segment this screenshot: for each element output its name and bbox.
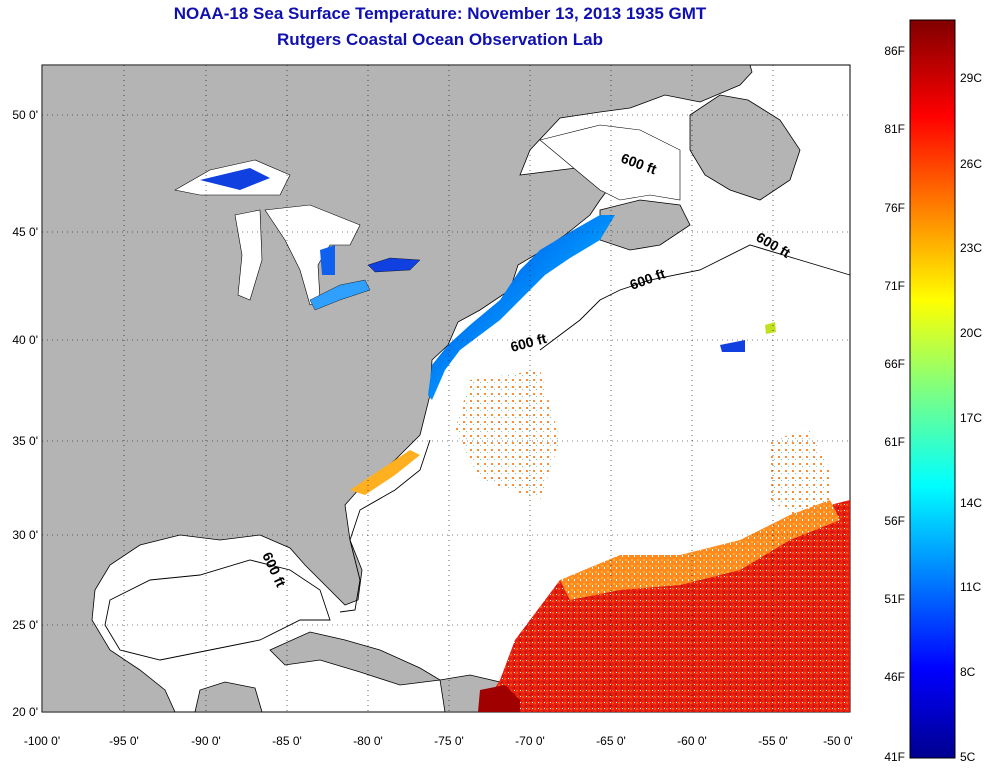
colorbar-f-label: 71F [884,279,905,293]
colorbar-c-label: 11C [960,580,981,594]
map-subtitle: Rutgers Coastal Ocean Observation Lab [277,30,603,49]
lake-huron [264,204,361,306]
lon-label: -65 0' [596,734,626,748]
longitude-axis: -100 0' -95 0' -90 0' -85 0' -80 0' -75 … [24,734,853,748]
lon-label: -100 0' [24,734,60,748]
colorbar-f-label: 86F [884,44,905,58]
colorbar-f-label: 41F [884,750,905,764]
lat-label: 30 0' [12,528,38,542]
colorbar-c-label: 26C [960,157,982,171]
lat-label: 20 0' [12,705,38,719]
colorbar-c-label: 23C [960,241,982,255]
gulf-st-lawrence [539,124,681,201]
lon-label: -50 0' [823,734,853,748]
colorbar-f-label: 81F [884,122,905,136]
lon-label: -75 0' [434,734,464,748]
colorbar-c-label: 17C [960,411,982,425]
dark-red-sst-patch [478,685,520,712]
colorbar-fahrenheit-labels: 86F 81F 76F 71F 66F 61F 56F 51F 46F 41F [884,44,905,764]
lon-label: -85 0' [272,734,302,748]
colorbar-c-label: 14C [960,496,982,510]
colorbar-c-label: 20C [960,326,982,340]
lat-label: 45 0' [12,225,38,239]
lake-michigan [234,209,263,301]
orange-sst-region [560,500,840,600]
lon-label: -70 0' [515,734,545,748]
scattered-sst-east [770,430,830,520]
newfoundland-land [689,94,801,201]
colorbar-c-label: 5C [960,750,976,764]
colorbar-f-label: 46F [884,670,905,684]
colorbar-f-label: 76F [884,201,905,215]
lon-label: -80 0' [353,734,383,748]
colorbar-celsius-labels: 29C 26C 23C 20C 17C 14C 11C 8C 5C [960,71,982,764]
carolina-sst-band [350,450,420,495]
colorbar-f-label: 51F [884,592,905,606]
cold-sst-patch [720,340,745,352]
scattered-sst-gulfstream [455,370,560,500]
lat-label: 40 0' [12,333,38,347]
lon-label: -55 0' [758,734,788,748]
colorbar-c-label: 8C [960,665,976,679]
lake-ontario [367,257,421,273]
latitude-axis: 20 0' 25 0' 30 0' 35 0' 40 0' 45 0' 50 0… [12,108,38,719]
colorbar-f-label: 56F [884,514,905,528]
depth-contour-northeast [539,244,851,351]
nova-scotia-land [599,199,691,251]
lat-label: 50 0' [12,108,38,122]
lon-label: -60 0' [677,734,707,748]
lat-label: 25 0' [12,618,38,632]
colorbar-c-label: 29C [960,71,982,85]
lon-label: -90 0' [191,734,221,748]
yucatan-land [194,681,263,713]
depth-contour-southeast [339,439,431,613]
lon-label: -95 0' [109,734,139,748]
lat-label: 35 0' [12,434,38,448]
map-title: NOAA-18 Sea Surface Temperature: Novembe… [173,4,707,23]
depth-contour-gulf [104,559,331,661]
colorbar-f-label: 61F [884,435,905,449]
lake-huron-sst [320,245,335,275]
lake-erie [309,279,371,311]
temperature-colorbar [909,19,956,759]
colorbar-f-label: 66F [884,357,905,371]
coastal-sst-band [428,215,615,400]
lake-superior-sst [200,168,270,190]
